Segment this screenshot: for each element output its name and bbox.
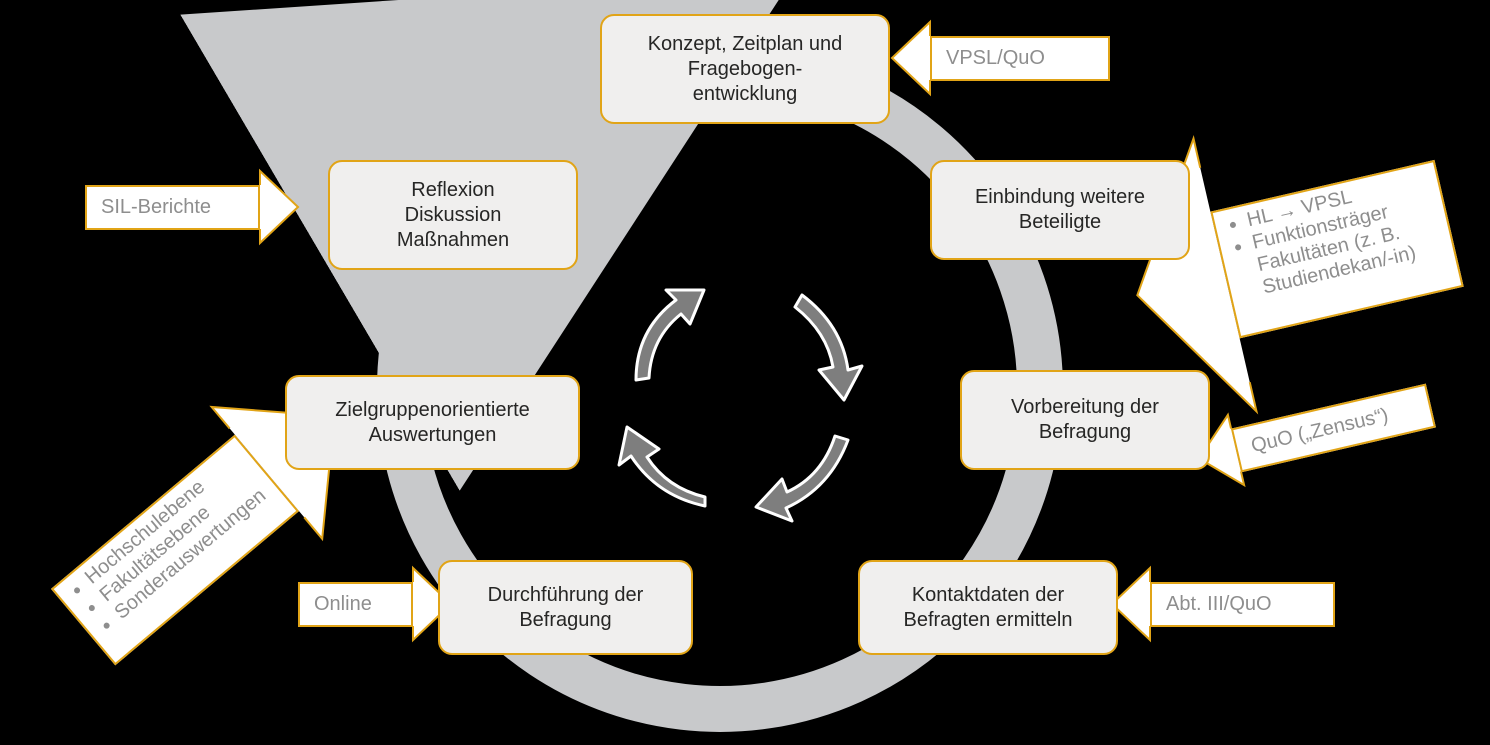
node-label: Durchführung derBefragung xyxy=(488,583,644,633)
annot-online: Online xyxy=(298,582,413,627)
annot-text: Online xyxy=(314,593,372,616)
node-label: ZielgruppenorientierteAuswertungen xyxy=(335,398,530,448)
diagram-stage: { "type": "cycle-flowchart", "background… xyxy=(0,0,1490,745)
annot-text: Abt. III/QuO xyxy=(1166,593,1272,616)
node-durchfuehrung: Durchführung derBefragung xyxy=(438,560,693,655)
annot-text: VPSL/QuO xyxy=(946,47,1045,70)
annot-text: SIL-Berichte xyxy=(101,196,211,219)
annot-sil: SIL-Berichte xyxy=(85,185,260,230)
annot-vpsl-quo: VPSL/QuO xyxy=(930,36,1110,81)
node-vorbereitung: Vorbereitung derBefragung xyxy=(960,370,1210,470)
node-label: Konzept, Zeitplan undFragebogen-entwickl… xyxy=(648,32,843,107)
node-label: Kontaktdaten derBefragten ermitteln xyxy=(904,583,1073,633)
node-label: ReflexionDiskussionMaßnahmen xyxy=(397,178,509,253)
annot-abt3: Abt. III/QuO xyxy=(1150,582,1335,627)
node-label: Vorbereitung derBefragung xyxy=(1011,395,1159,445)
node-einbindung: Einbindung weitereBeteiligte xyxy=(930,160,1190,260)
node-kontaktdaten: Kontaktdaten derBefragten ermitteln xyxy=(858,560,1118,655)
node-konzept: Konzept, Zeitplan undFragebogen-entwickl… xyxy=(600,14,890,124)
node-label: Einbindung weitereBeteiligte xyxy=(975,185,1145,235)
node-reflexion: ReflexionDiskussionMaßnahmen xyxy=(328,160,578,270)
node-auswertungen: ZielgruppenorientierteAuswertungen xyxy=(285,375,580,470)
